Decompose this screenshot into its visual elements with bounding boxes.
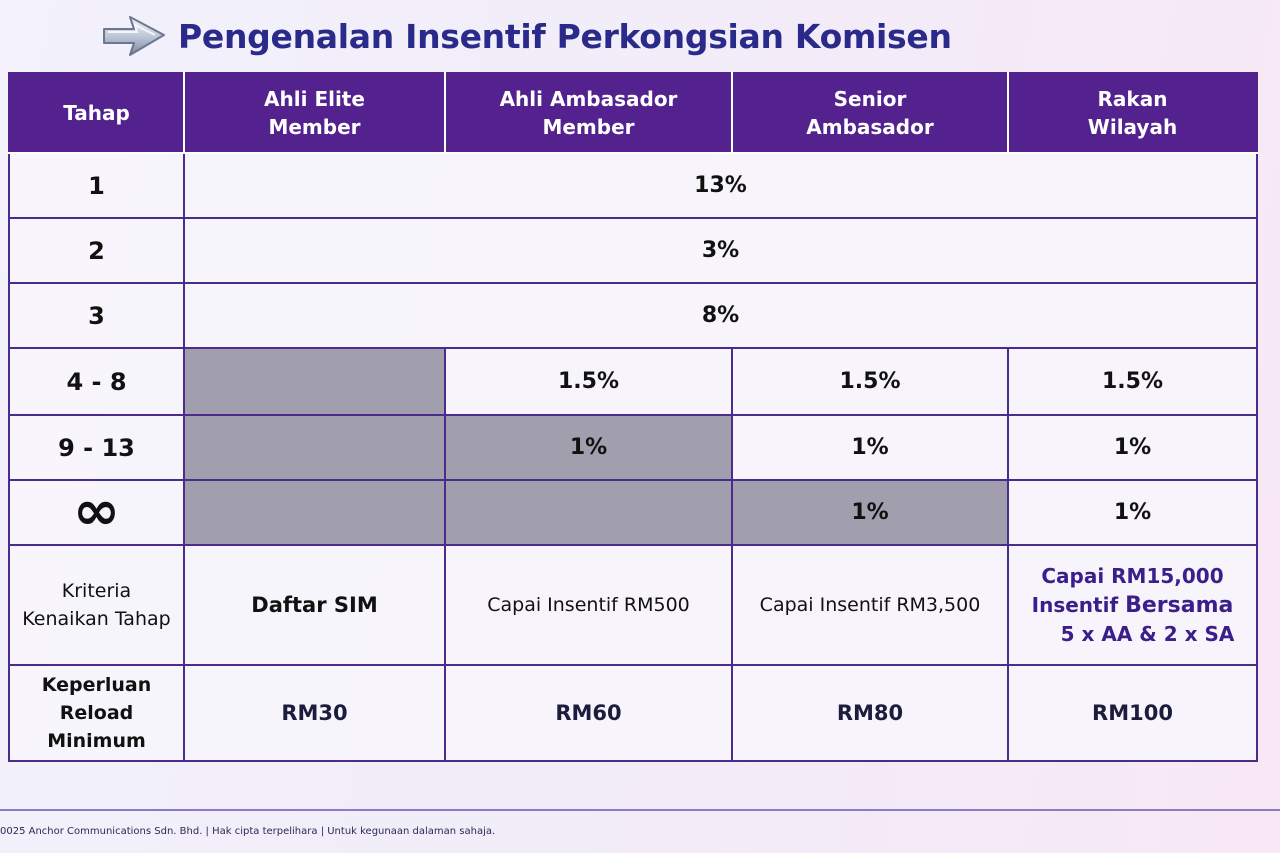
commission-table: Tahap Ahli Elite Member Ahli Ambasador M… bbox=[8, 72, 1258, 762]
stage-cell: 1 bbox=[8, 152, 185, 219]
disabled-cell bbox=[183, 347, 446, 416]
reload-cell: RM100 bbox=[1007, 664, 1258, 762]
rate-cell: 13% bbox=[183, 152, 1258, 219]
title-row: Pengenalan Insentif Perkongsian Komisen bbox=[100, 8, 952, 64]
criteria-label: Kriteria Kenaikan Tahap bbox=[8, 544, 185, 666]
stage-cell: ∞ bbox=[8, 478, 185, 546]
footer-divider bbox=[0, 809, 1280, 811]
rate-cell: 1.5% bbox=[731, 347, 1009, 416]
rate-cell: 1.5% bbox=[444, 347, 733, 416]
header-ahli-elite: Ahli Elite Member bbox=[183, 72, 446, 154]
table-row: ∞ 1% 1% bbox=[8, 478, 1258, 546]
page-title: Pengenalan Insentif Perkongsian Komisen bbox=[178, 16, 952, 56]
header-ahli-ambasador: Ahli Ambasador Member bbox=[444, 72, 733, 154]
disabled-cell bbox=[183, 414, 446, 481]
rate-cell: 3% bbox=[183, 217, 1258, 284]
header-tahap: Tahap bbox=[8, 72, 185, 154]
reload-cell: RM30 bbox=[183, 664, 446, 762]
disabled-cell bbox=[444, 479, 733, 546]
stage-cell: 4 - 8 bbox=[8, 347, 185, 416]
rate-cell: 1% bbox=[1007, 479, 1258, 546]
reload-label: Keperluan Reload Minimum bbox=[8, 664, 185, 762]
criteria-cell: Capai Insentif RM3,500 bbox=[731, 544, 1009, 666]
arrow-right-icon bbox=[103, 16, 165, 56]
table-row: 1 13% bbox=[8, 152, 1258, 219]
criteria-row: Kriteria Kenaikan Tahap Daftar SIM Capai… bbox=[8, 544, 1258, 666]
stage-cell: 2 bbox=[8, 217, 185, 284]
header-senior-ambasador: Senior Ambasador bbox=[731, 72, 1009, 154]
rate-cell: 1.5% bbox=[1007, 347, 1258, 416]
table-header-row: Tahap Ahli Elite Member Ahli Ambasador M… bbox=[8, 72, 1258, 154]
criteria-cell-wilayah: Capai RM15,000 Insentif Bersama 5 x AA &… bbox=[1007, 544, 1258, 666]
criteria-wilayah-bersama: Bersama bbox=[1125, 592, 1234, 618]
criteria-wilayah-prefix: Insentif bbox=[1031, 592, 1126, 617]
reload-row: Keperluan Reload Minimum RM30 RM60 RM80 … bbox=[8, 664, 1258, 762]
table-row: 9 - 13 1% 1% 1% bbox=[8, 414, 1258, 481]
stage-cell: 3 bbox=[8, 282, 185, 349]
disabled-cell bbox=[183, 479, 446, 546]
table-row: 3 8% bbox=[8, 282, 1258, 349]
rate-cell: 1% bbox=[731, 479, 1009, 546]
infinity-symbol: ∞ bbox=[72, 478, 121, 542]
footer-text: 0025 Anchor Communications Sdn. Bhd. | H… bbox=[0, 826, 496, 837]
criteria-wilayah-line1: Capai RM15,000 bbox=[1041, 563, 1224, 588]
table-row: 4 - 8 1.5% 1.5% 1.5% bbox=[8, 347, 1258, 416]
table-row: 2 3% bbox=[8, 217, 1258, 284]
rate-cell: 8% bbox=[183, 282, 1258, 349]
rate-cell: 1% bbox=[444, 414, 733, 481]
rate-cell: 1% bbox=[731, 414, 1009, 481]
rate-cell: 1% bbox=[1007, 414, 1258, 481]
reload-cell: RM80 bbox=[731, 664, 1009, 762]
reload-cell: RM60 bbox=[444, 664, 733, 762]
criteria-cell: Daftar SIM bbox=[183, 544, 446, 666]
stage-cell: 9 - 13 bbox=[8, 414, 185, 481]
criteria-cell: Capai Insentif RM500 bbox=[444, 544, 733, 666]
header-rakan-wilayah: Rakan Wilayah bbox=[1007, 72, 1258, 154]
criteria-wilayah-line3: 5 x AA & 2 x SA bbox=[1060, 621, 1235, 646]
criteria-wilayah-line2: Insentif Bersama bbox=[1009, 591, 1256, 620]
